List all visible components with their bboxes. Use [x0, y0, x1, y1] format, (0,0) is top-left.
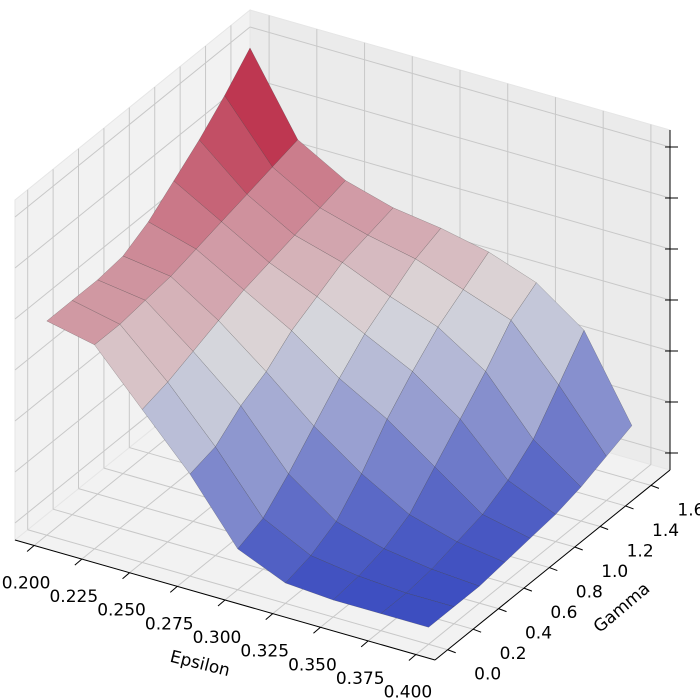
grid-line — [14, 77, 251, 269]
y-tick — [599, 526, 609, 530]
surface — [46, 47, 633, 628]
y-tick — [447, 649, 456, 654]
x-tick — [360, 640, 369, 648]
y-tick-label: 0.4 — [525, 624, 552, 644]
y-tick-label: 0.8 — [576, 583, 603, 603]
y-tick — [650, 484, 660, 489]
y-tick-label: 0.0 — [474, 665, 501, 685]
y-tick-label: 0.2 — [500, 644, 527, 664]
x-axis-label: Epsilon — [168, 647, 232, 681]
grid-line — [249, 26, 671, 148]
x-tick — [265, 613, 274, 621]
grid-line — [27, 529, 448, 651]
x-tick-label: 0.375 — [336, 669, 385, 689]
x-tick — [169, 585, 178, 593]
y-tick-label: 1.0 — [601, 562, 628, 582]
x-tick-label: 0.400 — [384, 683, 433, 700]
y-axis-line — [434, 469, 671, 661]
x-tick-label: 0.250 — [97, 601, 146, 621]
grid-line — [249, 77, 671, 199]
x-tick-label: 0.225 — [49, 587, 98, 607]
x-tick — [122, 572, 130, 580]
x-tick — [313, 626, 321, 634]
x-tick — [74, 558, 83, 566]
x-tick-label: 0.350 — [288, 655, 337, 675]
y-tick — [523, 587, 533, 592]
grid-line — [415, 464, 652, 655]
y-tick — [625, 505, 634, 510]
grid-line — [249, 128, 671, 250]
x-tick-label: 0.300 — [193, 628, 242, 648]
x-tick — [26, 545, 35, 552]
y-tick — [472, 628, 482, 633]
x-tick-label: 0.275 — [145, 614, 194, 634]
x-tick — [408, 654, 417, 661]
y-tick — [549, 567, 558, 572]
y-tick-label: 0.6 — [550, 603, 577, 623]
x-tick — [217, 599, 226, 607]
y-tick-label: 1.4 — [652, 521, 679, 541]
y-tick-label: 1.2 — [627, 541, 654, 561]
x-tick-label: 0.200 — [2, 573, 51, 593]
y-tick-label: 1.6 — [677, 500, 700, 520]
surface-facet — [380, 592, 455, 628]
y-tick — [498, 608, 507, 613]
x-tick-label: 0.325 — [240, 642, 289, 662]
grid-line — [14, 26, 251, 218]
y-tick — [574, 546, 583, 551]
